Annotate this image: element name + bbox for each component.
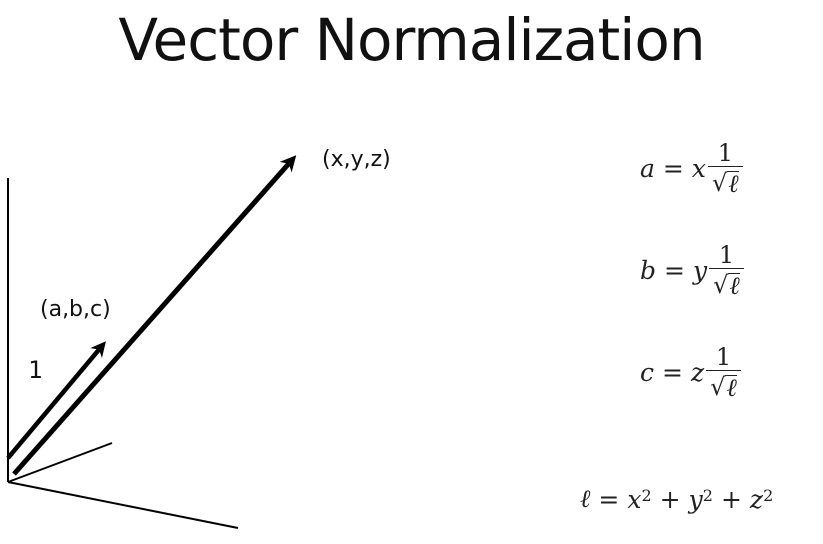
term-y: y [688, 484, 703, 514]
fraction: 1 √ ℓ [707, 139, 743, 197]
eq-lhs: c [640, 358, 655, 387]
exponent-x: 2 [641, 485, 652, 505]
eq-var: x [691, 154, 706, 183]
label-abc: (a,b,c) [40, 297, 111, 322]
term-x: x [627, 484, 642, 514]
radical-sign: √ [713, 271, 729, 299]
radical-sign: √ [710, 373, 726, 401]
equation-a: a = x 1 √ ℓ [640, 140, 743, 197]
exponent-y: 2 [702, 485, 713, 505]
eq-equals: = [662, 358, 683, 387]
eq-equals: = [598, 484, 620, 514]
axis-depth [7, 442, 113, 483]
term-z: z [749, 484, 764, 514]
eq-equals: = [662, 154, 684, 183]
radical-sign: √ [711, 169, 728, 197]
fraction-denominator: √ ℓ [706, 370, 741, 401]
plus-sign: + [659, 484, 681, 514]
fraction: 1 √ ℓ [706, 344, 741, 401]
eq-lhs: b [640, 256, 657, 285]
vector-abc-arrow [6, 341, 106, 460]
fraction-numerator: 1 [718, 241, 735, 269]
fraction-numerator: 1 [717, 139, 733, 167]
eq-equals: = [664, 256, 685, 285]
radicand: ℓ [725, 373, 737, 402]
fraction-denominator: √ ℓ [707, 166, 743, 197]
eq-var: y [692, 256, 708, 285]
square-root: √ ℓ [713, 271, 740, 299]
eq-var: z [690, 358, 705, 387]
fraction-denominator: √ ℓ [709, 268, 744, 299]
square-root: √ ℓ [710, 373, 737, 401]
radicand: ℓ [728, 271, 740, 300]
square-root: √ ℓ [712, 169, 739, 197]
label-unit-length: 1 [28, 356, 42, 384]
equation-c: c = z 1 √ ℓ [640, 344, 741, 401]
plus-sign: + [720, 484, 742, 514]
label-xyz: (x,y,z) [322, 147, 391, 172]
fraction: 1 √ ℓ [709, 242, 744, 299]
fraction-numerator: 1 [715, 343, 732, 371]
equation-b: b = y 1 √ ℓ [640, 242, 744, 299]
exponent-z: 2 [763, 485, 774, 505]
eq-lhs: a [640, 154, 655, 183]
vector-xyz-arrow [12, 155, 297, 476]
slide-title: Vector Normalization [118, 6, 705, 74]
radicand: ℓ [727, 169, 739, 198]
length-symbol: ℓ [580, 484, 591, 513]
axis-horizontal [7, 481, 239, 529]
